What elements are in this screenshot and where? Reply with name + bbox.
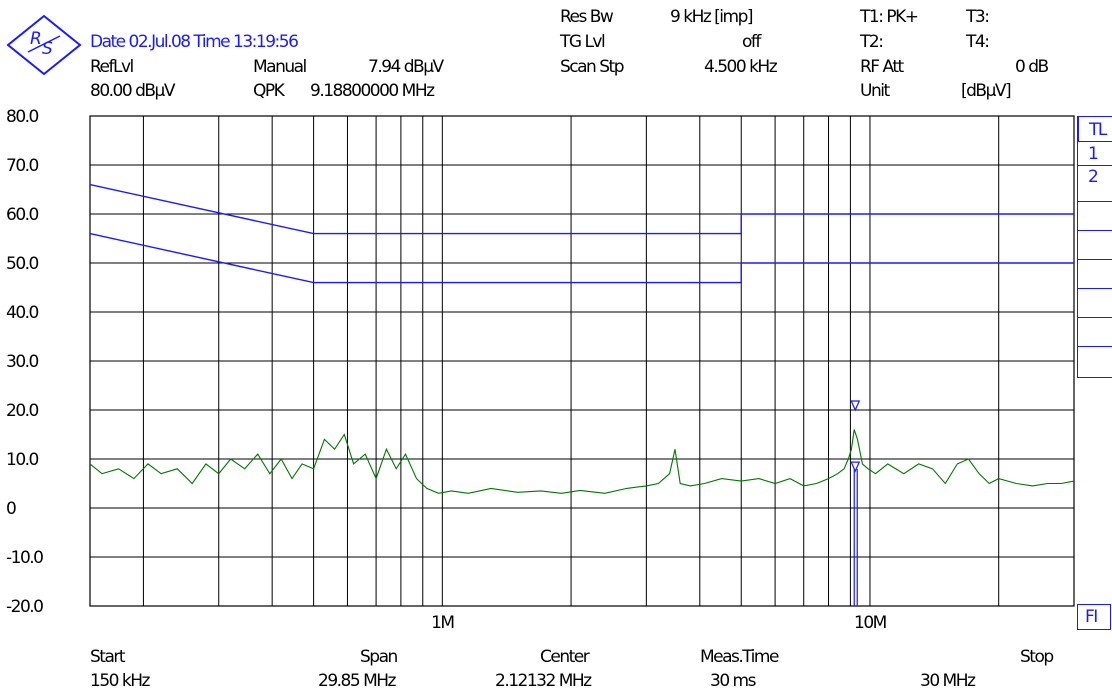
x-tick-label: 1M: [431, 613, 453, 633]
side-tab-slot[interactable]: [1078, 260, 1112, 289]
ref-level-value: 80.00 dBµV: [90, 81, 175, 101]
start-label: Start: [90, 647, 126, 667]
span-label: Span: [360, 647, 398, 667]
center-value: 2.12132 MHz: [495, 671, 592, 691]
trace3-detector: T3:: [966, 7, 990, 27]
scan-step-label: Scan Stp: [560, 57, 624, 77]
measurement-trace: [89, 429, 1075, 494]
marker-frequency: 9.18800000 MHz: [310, 81, 435, 101]
stop-label: Stop: [1020, 647, 1054, 667]
side-tab-tl[interactable]: TL: [1078, 116, 1112, 142]
unit-value: [dBµV]: [961, 81, 1012, 101]
marker-level: 7.94 dBµV: [368, 57, 444, 77]
marker-triangle: [850, 400, 861, 412]
res-bw-label: Res Bw: [560, 7, 614, 27]
rohde-schwarz-logo-icon: R S: [6, 14, 82, 76]
trace4-detector: T4:: [966, 32, 990, 52]
marker-type: QPK: [253, 81, 285, 101]
y-tick-label: 10.0: [6, 450, 39, 470]
side-tab-slot[interactable]: [1078, 289, 1112, 318]
center-label: Center: [540, 647, 590, 667]
y-tick-label: 50.0: [6, 254, 39, 274]
meas-time-value: 30 ms: [710, 671, 756, 691]
marker-triangle: [850, 461, 861, 473]
side-tab-slot[interactable]: [1078, 318, 1112, 347]
y-tick-label: 20.0: [6, 401, 39, 421]
limit-line-2: [89, 232, 1074, 284]
limit-line-1: [89, 183, 1074, 235]
svg-text:S: S: [42, 39, 53, 59]
x-tick-label: 10M: [854, 613, 886, 633]
ref-level-label: RefLvl: [90, 57, 134, 77]
marker-mode: Manual: [253, 57, 307, 77]
side-tab-limit-1[interactable]: 1: [1078, 142, 1112, 166]
start-value: 150 kHz: [90, 671, 150, 691]
y-tick-label: -20.0: [6, 597, 43, 617]
stop-value: 30 MHz: [920, 671, 976, 691]
span-value: 29.85 MHz: [318, 671, 396, 691]
y-tick-label: 40.0: [6, 303, 39, 323]
res-bw-value: 9 kHz [imp]: [670, 7, 754, 27]
y-tick-label: 30.0: [6, 352, 39, 372]
meas-time-label: Meas.Time: [700, 647, 779, 667]
unit-label: Unit: [860, 81, 890, 101]
scan-step-value: 4.500 kHz: [704, 57, 778, 77]
side-tab-slot[interactable]: [1078, 202, 1112, 231]
y-tick-label: 60.0: [6, 205, 39, 225]
y-tick-label: 0: [6, 499, 16, 519]
side-tab-slot[interactable]: [1078, 347, 1112, 378]
side-tab-slot[interactable]: [1078, 231, 1112, 260]
rf-attenuation-label: RF Att: [860, 57, 904, 77]
svg-text:R: R: [30, 29, 42, 49]
side-tab-fi[interactable]: FI: [1077, 604, 1111, 630]
tg-level-value: off: [742, 32, 761, 52]
y-tick-label: 70.0: [6, 156, 39, 176]
side-tab-limit-2[interactable]: 2: [1078, 166, 1112, 202]
y-tick-label: -10.0: [6, 548, 43, 568]
rf-attenuation-value: 0 dB: [1015, 57, 1049, 77]
date-time: Date 02.Jul.08 Time 13:19:56: [90, 32, 299, 52]
trace1-detector: T1: PK+: [860, 7, 919, 27]
trace2-detector: T2:: [860, 32, 884, 52]
y-tick-label: 80.0: [6, 107, 39, 127]
tg-level-label: TG Lvl: [560, 32, 606, 52]
side-tab-panel: TL 1 2: [1077, 116, 1112, 378]
